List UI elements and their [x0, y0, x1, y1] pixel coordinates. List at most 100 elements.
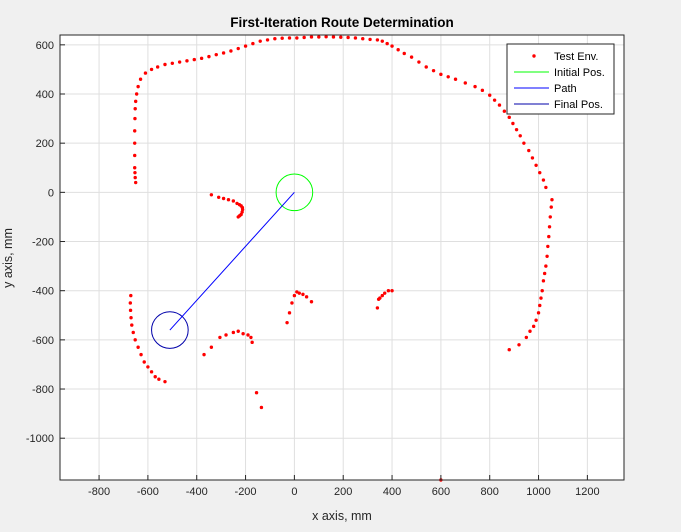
test-env-point: [402, 51, 406, 56]
test-env-point: [511, 121, 515, 126]
test-env-point: [480, 88, 485, 93]
x-tick-label: -200: [235, 486, 257, 498]
test-env-point: [128, 308, 133, 313]
legend: Test Env. Initial Pos. Path Final Pos.: [506, 43, 615, 115]
legend-entry-label: Initial Pos.: [554, 67, 605, 79]
test-env-point: [530, 156, 535, 160]
test-env-point: [155, 65, 160, 69]
test-env-point: [538, 303, 542, 308]
test-env-point: [217, 195, 221, 199]
test-env-point: [547, 234, 551, 239]
y-tick-label: 200: [36, 138, 54, 150]
test-env-point: [254, 391, 259, 395]
test-env-point: [295, 36, 299, 40]
test-env-point: [380, 39, 384, 43]
test-env-point: [133, 99, 138, 104]
test-env-point: [539, 296, 543, 300]
test-env-point: [249, 335, 253, 340]
test-env-point: [439, 72, 443, 77]
test-env-point: [170, 61, 175, 65]
test-env-point: [192, 57, 196, 62]
test-env-point: [545, 254, 549, 258]
test-env-point: [396, 48, 400, 52]
test-env-point: [246, 333, 250, 337]
test-env-point: [361, 36, 365, 41]
test-env-point: [134, 92, 139, 96]
test-env-point: [488, 93, 492, 97]
ticks: -800 -600 -400 -200 0 200 400 600 800 1000 1200 600…: [26, 40, 600, 498]
plot-layer: [128, 35, 554, 482]
x-tick-label: 1200: [575, 486, 599, 498]
test-env-point: [417, 60, 421, 64]
test-env-point: [221, 51, 226, 55]
test-env-point: [375, 38, 380, 42]
test-env-point: [424, 65, 428, 69]
test-env-point: [531, 324, 536, 329]
test-env-point: [185, 59, 189, 63]
test-env-point: [128, 301, 133, 305]
test-env-point: [514, 127, 519, 132]
test-env-point: [463, 81, 467, 85]
x-tick-label: 200: [334, 486, 352, 498]
y-tick-label: 600: [36, 40, 54, 52]
test-env-point: [133, 166, 137, 170]
test-env-point: [287, 311, 292, 315]
test-env-point: [133, 338, 137, 342]
test-env-point: [146, 365, 150, 369]
legend-box: [506, 43, 615, 115]
test-env-point: [331, 35, 336, 39]
x-tick-label: 1000: [526, 486, 550, 498]
test-env-point: [133, 170, 137, 175]
test-env-point: [528, 329, 532, 333]
test-env-point: [273, 36, 277, 41]
test-env-point: [507, 115, 511, 120]
x-tick-label: 0: [291, 486, 297, 498]
test-env-point: [497, 103, 502, 107]
test-env-point: [542, 271, 547, 276]
test-env-point: [133, 107, 137, 111]
test-env-point: [390, 288, 394, 293]
test-env-point: [149, 370, 154, 374]
test-env-point: [549, 205, 553, 209]
test-env-point: [507, 347, 511, 352]
chart-title: First-Iteration Route Determination: [230, 15, 454, 30]
test-env-point: [153, 375, 157, 379]
test-env-point: [550, 198, 554, 202]
test-env-point: [339, 35, 343, 39]
test-env-point: [473, 84, 477, 89]
test-env-point: [236, 329, 240, 333]
test-env-point: [385, 41, 389, 46]
test-env-point: [522, 141, 526, 145]
test-env-point: [136, 345, 140, 349]
test-env-point: [133, 175, 137, 180]
test-env-point: [368, 37, 372, 42]
test-env-point: [346, 35, 350, 40]
test-env-point: [527, 148, 531, 153]
test-env-point: [258, 39, 262, 43]
test-env-point: [130, 323, 134, 327]
x-tick-label: -800: [88, 486, 110, 498]
test-env-point: [133, 153, 137, 158]
test-env-point: [138, 77, 143, 81]
test-env-point: [129, 316, 133, 320]
test-env-point: [133, 180, 138, 185]
test-env-point: [386, 288, 391, 293]
test-env-point: [157, 377, 161, 381]
y-tick-label: -400: [32, 286, 54, 298]
test-env-point: [297, 291, 301, 295]
test-env-point: [221, 196, 226, 201]
test-env-point: [199, 56, 204, 61]
y-tick-label: -200: [32, 237, 54, 249]
test-env-point: [309, 300, 314, 304]
test-env-point: [251, 41, 255, 46]
legend-entry-label: Path: [554, 83, 577, 95]
test-env-point: [375, 306, 380, 310]
y-tick-label: -1000: [26, 433, 54, 445]
test-env-point: [131, 330, 135, 335]
test-env-point: [218, 335, 222, 340]
test-env-point: [133, 129, 137, 133]
legend-entry-label: Final Pos.: [554, 99, 603, 111]
test-env-point: [287, 36, 292, 40]
test-env-point: [207, 54, 211, 59]
